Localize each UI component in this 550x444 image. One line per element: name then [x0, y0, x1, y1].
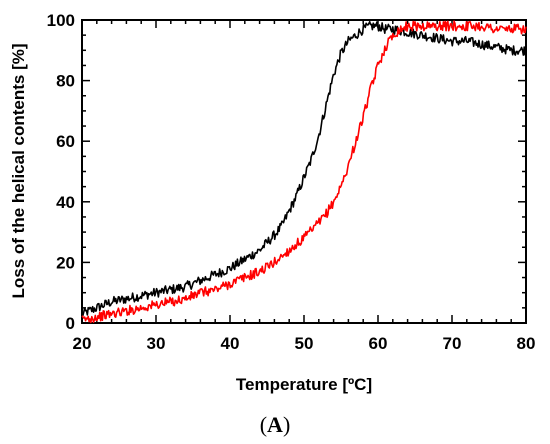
x-tick-label: 20	[73, 334, 92, 353]
y-axis-title: Loss of the helical contents [%]	[9, 43, 28, 298]
y-tick-label: 60	[56, 132, 75, 151]
series-line	[81, 20, 527, 324]
y-tick-label: 40	[56, 193, 75, 212]
x-tick-label: 50	[295, 334, 314, 353]
x-axis-title: Temperature [ºC]	[236, 375, 372, 394]
ticks	[81, 19, 527, 324]
figure-caption: (A)	[0, 412, 550, 438]
series-line	[81, 20, 527, 317]
y-tick-label: 80	[56, 72, 75, 91]
plot-frame	[81, 19, 527, 324]
caption-close: )	[282, 412, 291, 437]
caption-open: (	[259, 412, 268, 437]
x-tick-label: 30	[147, 334, 166, 353]
x-tick-label: 40	[221, 334, 240, 353]
x-tick-label: 60	[369, 334, 388, 353]
y-tick-label: 100	[47, 11, 75, 30]
x-tick-label: 70	[443, 334, 462, 353]
caption-letter: A	[267, 412, 283, 437]
series-layer	[81, 20, 527, 324]
y-tick-label: 20	[56, 253, 75, 272]
x-tick-label: 80	[517, 334, 536, 353]
y-tick-label: 0	[66, 314, 75, 333]
